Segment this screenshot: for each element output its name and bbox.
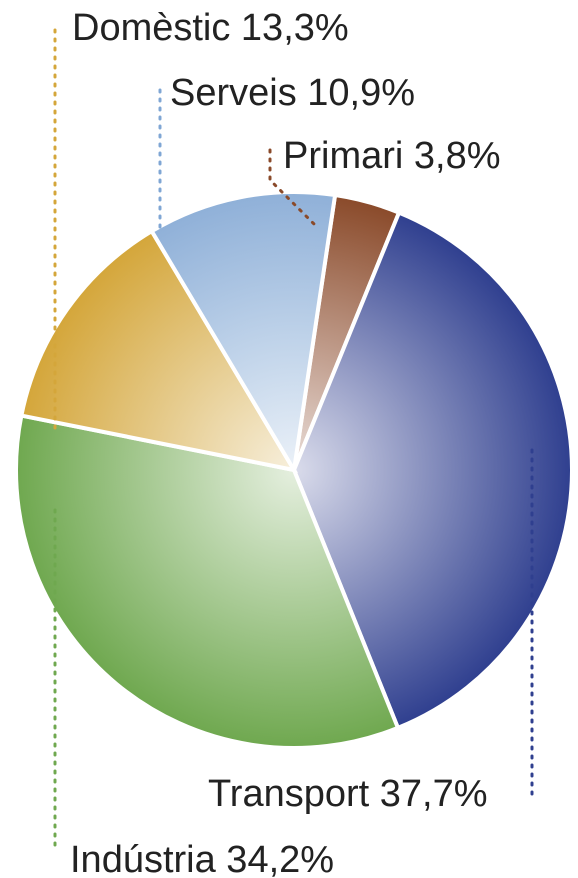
leader-line-primari — [268, 148, 320, 230]
slice-serveis — [148, 189, 338, 476]
slice-label-primari: Primari 3,8% — [283, 135, 501, 177]
slice-label-serveis: Serveis 10,9% — [170, 72, 415, 114]
slice-label-domestic: Domèstic 13,3% — [72, 7, 349, 49]
slice-transport — [291, 209, 574, 731]
slice-industria — [13, 413, 401, 750]
slice-label-transport: Transport 37,7% — [208, 773, 488, 815]
slice-domestic — [19, 228, 299, 473]
leader-lines — [53, 28, 534, 852]
slice-label-industria: Indústria 34,2% — [70, 839, 334, 878]
pie-slices — [13, 189, 574, 750]
